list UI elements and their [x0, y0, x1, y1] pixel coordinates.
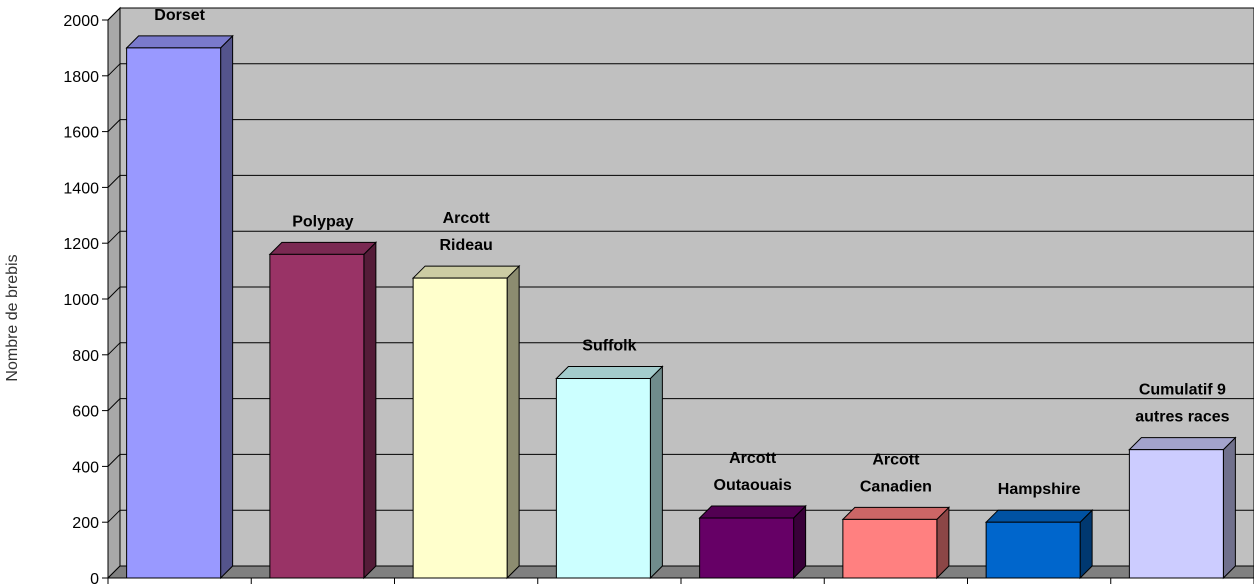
gridline-side: [107, 454, 121, 467]
bar-side: [1222, 436, 1236, 580]
bar-label-line: Dorset: [154, 7, 205, 24]
bar-label: Polypay: [292, 213, 353, 230]
gridline-side: [107, 286, 121, 300]
y-tick-label: 1600: [63, 125, 99, 142]
bars: [125, 34, 1237, 580]
bar: [698, 504, 807, 580]
bar: [268, 241, 378, 580]
bar-label: Dorset: [154, 7, 205, 24]
bar-top: [1128, 437, 1237, 451]
bar-label: Cumulatif 9 autres races: [1135, 382, 1229, 426]
bar-label-line: Cumulatif 9: [1139, 382, 1226, 399]
y-tick-label: 1200: [63, 236, 99, 253]
bar-label: Arcott Rideau: [439, 210, 492, 254]
bar-label-line: Arcott: [729, 450, 777, 467]
gridline-side: [107, 7, 121, 21]
bar-front: [985, 521, 1081, 579]
y-tick-label: 800: [72, 348, 99, 365]
bar-label-line: Arcott: [872, 451, 920, 468]
bar-top: [125, 35, 234, 49]
bar-top: [984, 509, 1094, 523]
y-tick-label: 1800: [63, 69, 99, 86]
y-tick-label: 400: [72, 459, 99, 476]
gridline-side: [107, 63, 121, 77]
y-tick-label: 2000: [63, 13, 99, 30]
bar: [1128, 436, 1237, 580]
bar-side: [220, 34, 234, 580]
bar-top: [698, 505, 807, 519]
y-tick-label: 0: [90, 571, 99, 586]
bar-label-line: autres races: [1135, 409, 1229, 426]
bar-label: Arcott Canadien: [860, 451, 932, 495]
bar: [841, 506, 951, 580]
bar-top: [411, 265, 521, 279]
y-tick-label: 1000: [63, 292, 99, 309]
bar-label-line: Outaouais: [714, 477, 792, 494]
bar: [555, 365, 664, 580]
bar-front: [842, 518, 938, 579]
bar-top: [555, 366, 664, 380]
gridline-side: [107, 175, 121, 188]
y-tick-label: 200: [72, 515, 99, 532]
bar-label-line: Hampshire: [998, 481, 1081, 498]
bar-front: [1128, 449, 1224, 579]
bar-label-line: Polypay: [292, 213, 353, 230]
y-axis-label: Nombre de brebis: [4, 254, 21, 381]
bar-labels: Dorset Polypay Arcott Rideau Suffolk Arcott Ou…: [154, 7, 1229, 498]
bar-label-line: Suffolk: [582, 338, 636, 355]
gridline-side: [107, 509, 121, 523]
bar-label-line: Rideau: [439, 237, 492, 254]
bar: [411, 264, 521, 580]
bar-side: [506, 264, 520, 580]
bar-label: Arcott Outaouais: [714, 450, 792, 494]
gridline-side: [107, 398, 121, 411]
y-tick-label: 1400: [63, 180, 99, 197]
gridline-side: [107, 119, 121, 132]
bar-label: Hampshire: [998, 481, 1081, 498]
axes: [102, 19, 1254, 584]
bar-label-line: Canadien: [860, 478, 932, 495]
bar-front: [269, 253, 365, 579]
bar-front: [412, 277, 508, 579]
gridline-side: [107, 342, 121, 356]
bar-front: [126, 47, 222, 579]
bar-side: [363, 241, 377, 580]
bar-side: [649, 365, 663, 580]
bar: [984, 508, 1094, 580]
bar-front: [699, 517, 795, 579]
bar-label: Suffolk: [582, 338, 636, 355]
y-tick-labels: 0 200 400 600 800 1000 1200 1400 1600 1800 2000: [63, 13, 99, 586]
bar-top: [268, 241, 378, 255]
y-tick-label: 600: [72, 404, 99, 421]
bar-front: [555, 378, 651, 579]
bar-top: [841, 506, 951, 520]
bar-label-line: Arcott: [443, 210, 491, 227]
bar: [125, 34, 234, 580]
gridline-side: [107, 230, 121, 244]
